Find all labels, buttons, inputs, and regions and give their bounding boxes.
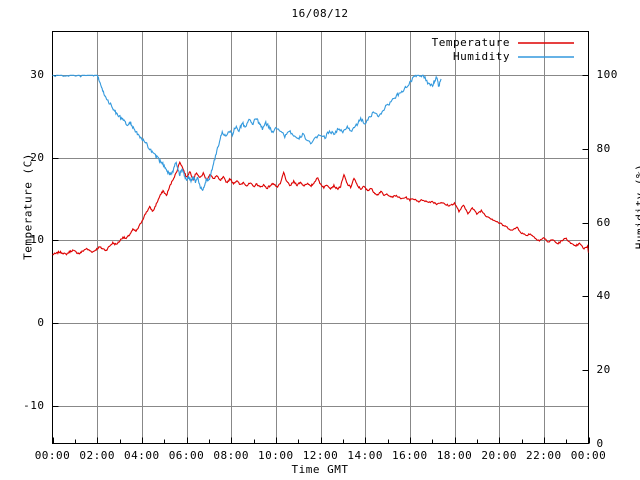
- x-tick-label: 04:00: [124, 448, 160, 462]
- x-tick-label: 14:00: [347, 448, 383, 462]
- legend-label-temperature: Temperature: [431, 36, 510, 49]
- x-tick-label: 00:00: [570, 448, 607, 462]
- x-tick-label: 02:00: [79, 448, 115, 462]
- x-axis-label: Time GMT: [291, 463, 349, 476]
- x-tick-label: 10:00: [258, 448, 294, 462]
- series-lines: [52, 74, 589, 256]
- legend-label-humidity: Humidity: [453, 50, 510, 63]
- x-tick-label: 16:00: [392, 448, 428, 462]
- x-tick-label: 00:00: [34, 448, 71, 462]
- y-tick-label-left: 30: [30, 67, 45, 81]
- y-tick-label-right: 100: [596, 68, 618, 82]
- x-tick-label: 08:00: [213, 448, 249, 462]
- plot-frame: [52, 31, 589, 444]
- x-tick-label: 12:00: [302, 448, 339, 462]
- y-tick-label-right: 80: [596, 141, 611, 155]
- x-tick-label: 06:00: [168, 448, 205, 462]
- y-tick-label-right: 60: [596, 215, 611, 229]
- y-tick-label-right: 0: [596, 436, 604, 450]
- x-tick-label: 18:00: [436, 448, 473, 462]
- legend-swatches: [518, 42, 574, 58]
- gridlines: [52, 31, 589, 444]
- chart-title: 16/08/12: [291, 7, 349, 20]
- x-tick-label: 22:00: [526, 448, 562, 462]
- series-line-humidity: [52, 74, 442, 192]
- y-axis-label-left: Temperature (C): [21, 153, 35, 260]
- y-tick-label-right: 40: [596, 289, 611, 303]
- y-axis-label-right: Humidity (%): [633, 163, 640, 250]
- series-line-temperature: [52, 160, 589, 256]
- y-tick-label-left: -10: [23, 399, 45, 413]
- y-tick-label-left: 10: [30, 233, 45, 247]
- y-tick-label-left: 0: [37, 316, 45, 330]
- y-tick-label-right: 20: [596, 362, 611, 376]
- x-tick-label: 20:00: [481, 448, 517, 462]
- y-tick-label-left: 20: [30, 150, 45, 164]
